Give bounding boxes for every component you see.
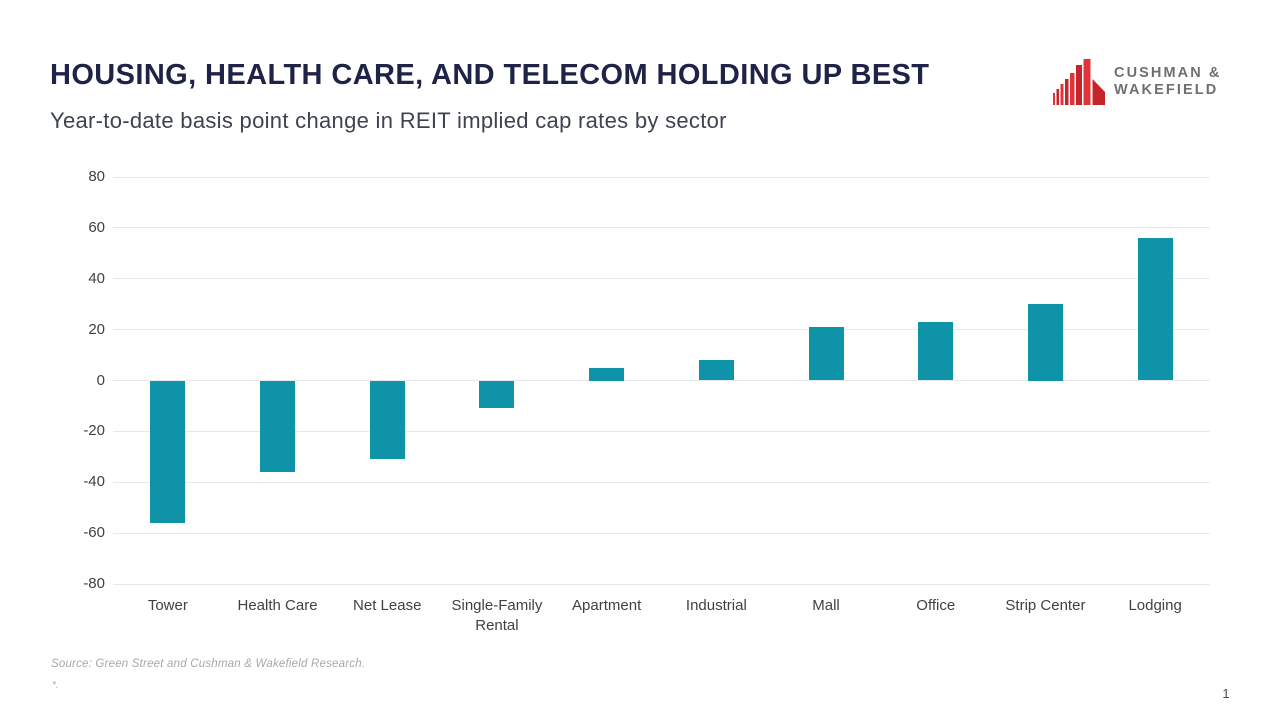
y-axis-tick-label: 0 [96,371,105,389]
x-axis-category-label: Net Lease [353,597,422,614]
x-axis-category-label: Strip Center [1005,597,1086,614]
cushman-wakefield-logo: CUSHMAN & WAKEFIELD [1053,58,1238,106]
x-axis-category-label: Tower [147,597,188,614]
x-axis-category-label: Mall [812,597,840,614]
logo-line1: CUSHMAN & [1114,64,1222,81]
bar [150,380,186,523]
y-axis-tick-label: -40 [83,473,105,491]
gridline [113,583,1210,585]
gridline [113,329,1210,331]
footnote: *. [52,680,59,691]
slide-subtitle: Year-to-date basis point change in REIT … [50,108,727,133]
source-note: Source: Green Street and Cushman & Wakef… [51,658,366,670]
bar [918,321,954,381]
logo-buildings-icon [1053,59,1105,105]
bar [698,360,734,381]
bar [808,327,844,381]
bar [260,380,296,473]
bar [1137,238,1173,381]
logo-line2: WAKEFIELD [1114,82,1219,98]
y-axis-tick-label: -20 [83,422,105,440]
gridline [113,481,1210,483]
x-axis-category-label: Industrial [685,597,747,614]
bar [589,367,625,381]
y-axis-tick-label: 60 [88,218,105,236]
x-axis-category-label: Office [916,597,956,614]
logo-wordmark: CUSHMAN & WAKEFIELD [1114,65,1222,100]
gridline [113,532,1210,534]
slide-title: HOUSING, HEALTH CARE, AND TELECOM HOLDIN… [50,59,930,91]
gridline [113,380,1210,381]
gridline [113,227,1210,229]
gridline [113,430,1210,432]
x-axis-category-label: Lodging [1128,597,1182,614]
y-axis-tick-label: 40 [88,269,105,287]
x-axis-category-label: Apartment [572,597,642,614]
y-axis-tick-label: 20 [88,320,105,338]
y-axis-tick-label: -80 [83,575,105,592]
y-axis-tick-label: 80 [88,168,105,185]
gridline [113,176,1210,178]
gridline [113,278,1210,280]
bar [479,380,515,409]
bar [1027,304,1063,381]
page-number: 1 [1222,686,1230,701]
x-axis-category-label: Single-Family Rental [451,597,543,634]
bar [369,380,405,460]
x-axis-category-label: Health Care [237,597,318,614]
y-axis-tick-label: -60 [83,524,105,542]
